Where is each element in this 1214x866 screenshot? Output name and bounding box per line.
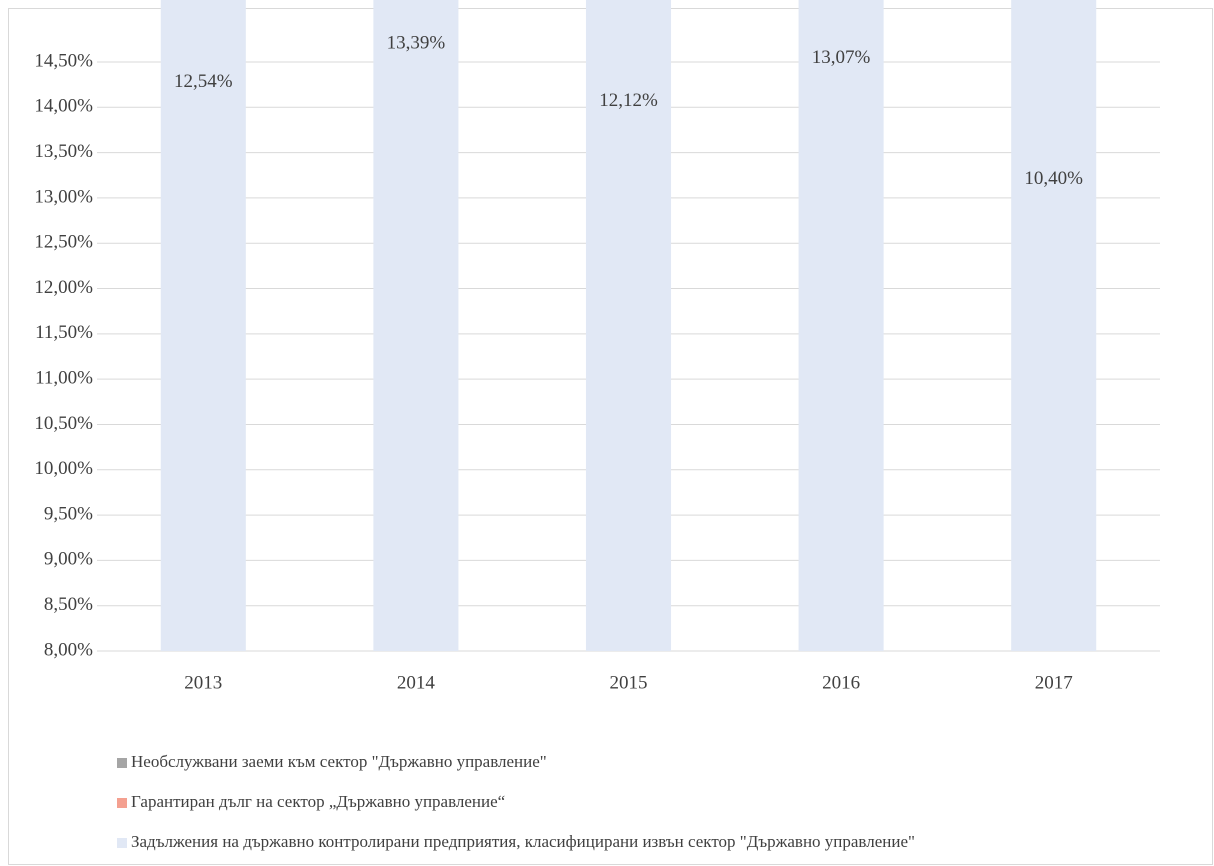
y-tick-label: 13,00% [34, 186, 93, 207]
x-tick-label: 2016 [822, 672, 860, 693]
y-tick-label: 14,50% [34, 50, 93, 71]
legend-label: Задължения на държавно контролирани пред… [131, 832, 915, 851]
y-tick-label: 11,50% [35, 322, 93, 343]
y-tick-label: 10,50% [34, 413, 93, 434]
data-label: 12,54% [174, 71, 233, 92]
bar-segment [373, 0, 459, 651]
bar-segment [160, 0, 246, 651]
y-tick-label: 10,00% [34, 458, 93, 479]
data-label: 13,07% [812, 47, 871, 68]
y-tick-label: 14,00% [34, 96, 93, 117]
data-label: 13,39% [387, 33, 446, 54]
data-label: 10,40% [1024, 168, 1083, 189]
y-tick-label: 12,50% [34, 232, 93, 253]
x-tick-label: 2017 [1035, 672, 1073, 693]
bar-segment [798, 0, 884, 651]
legend-swatch [117, 838, 127, 848]
y-tick-label: 8,00% [44, 639, 93, 660]
legend-label: Гарантиран дълг на сектор „Държавно упра… [131, 792, 505, 811]
bar-segment [585, 0, 672, 651]
legend-swatch [117, 798, 127, 808]
y-tick-label: 13,50% [34, 141, 93, 162]
x-tick-label: 2015 [610, 672, 648, 693]
x-tick-label: 2014 [397, 672, 436, 693]
legend-label: Необслужвани заеми към сектор "Държавно … [131, 752, 547, 771]
y-tick-label: 9,00% [44, 549, 93, 570]
bar-segment [1011, 0, 1097, 652]
y-tick-label: 9,50% [44, 503, 93, 524]
legend-swatch [117, 758, 127, 768]
x-tick-label: 2013 [184, 672, 222, 693]
data-label: 12,12% [599, 90, 658, 111]
y-tick-label: 11,00% [35, 368, 93, 389]
y-tick-label: 8,50% [44, 594, 93, 615]
y-tick-label: 12,00% [34, 277, 93, 298]
